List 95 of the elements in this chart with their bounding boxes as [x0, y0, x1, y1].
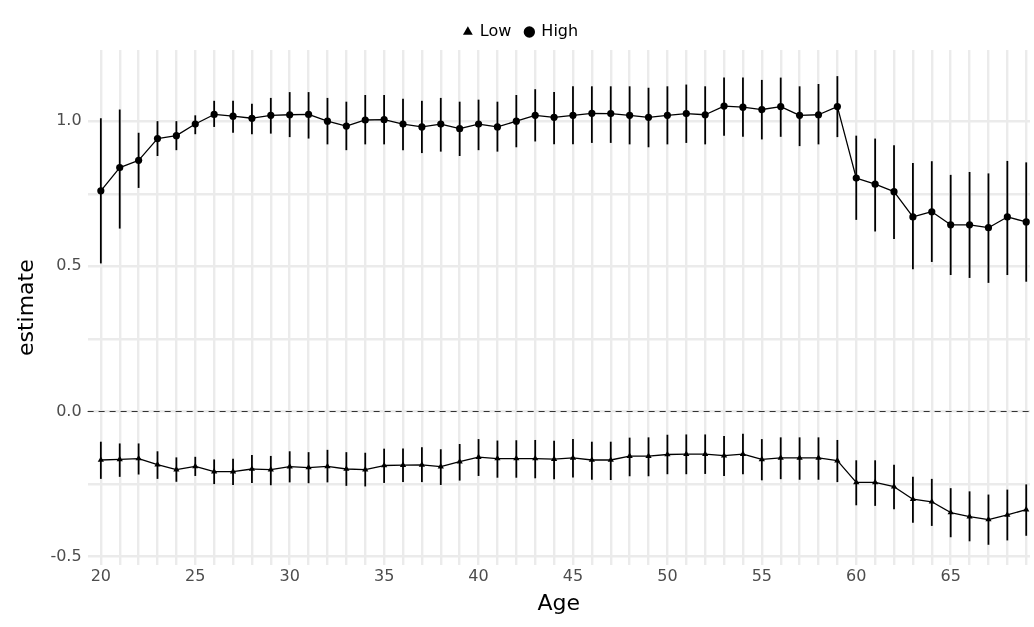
x-tick-label: 20: [90, 566, 112, 586]
x-tick-label: 40: [468, 566, 489, 586]
point: [909, 495, 917, 501]
point: [248, 114, 256, 122]
point: [418, 461, 426, 467]
point: [153, 134, 162, 143]
point: [663, 111, 671, 119]
point: [928, 208, 936, 216]
point: [682, 109, 690, 118]
point: [1022, 218, 1030, 226]
point: [304, 110, 313, 119]
point: [607, 109, 615, 118]
point: [645, 452, 652, 459]
point: [343, 465, 350, 471]
point: [475, 453, 482, 459]
point: [97, 456, 104, 462]
point: [569, 454, 577, 460]
x-tick-label: 25: [185, 566, 206, 586]
point: [758, 455, 765, 462]
point: [1003, 213, 1011, 221]
point: [984, 224, 993, 232]
point: [569, 111, 577, 119]
point: [172, 132, 180, 140]
point: [872, 478, 879, 485]
point: [324, 462, 331, 469]
point: [474, 120, 483, 128]
point: [512, 117, 520, 125]
point: [229, 112, 237, 120]
point: [852, 174, 860, 182]
point: [626, 111, 634, 119]
point: [965, 221, 974, 229]
point: [437, 120, 445, 128]
point: [531, 111, 539, 119]
point: [890, 188, 898, 196]
point: [135, 156, 143, 164]
point: [626, 452, 633, 459]
point: [796, 111, 804, 119]
y-tick-label: 0.5: [56, 255, 82, 275]
point: [418, 123, 426, 131]
legend-label: High: [541, 21, 579, 41]
point: [588, 109, 596, 117]
x-tick-label: 50: [657, 566, 678, 586]
point: [550, 113, 558, 121]
point: [248, 465, 256, 471]
x-tick-label: 60: [846, 566, 867, 586]
point: [833, 103, 841, 111]
point: [947, 221, 955, 229]
point: [683, 450, 690, 456]
x-tick-label: 45: [562, 566, 584, 586]
x-tick-label: 30: [279, 566, 300, 586]
point: [758, 105, 766, 114]
point: [267, 111, 275, 119]
point: [720, 102, 728, 110]
point: [97, 187, 105, 195]
point: [588, 456, 595, 462]
x-tick-label: 55: [751, 566, 773, 586]
y-tick-label: 1.0: [56, 110, 82, 130]
point: [777, 454, 784, 460]
x-axis-title: Age: [537, 589, 581, 615]
point: [607, 456, 614, 462]
point: [399, 120, 407, 128]
point: [853, 478, 860, 485]
point: [739, 450, 747, 456]
x-tick-label: 35: [373, 566, 395, 586]
y-tick-label: 0.0: [56, 400, 82, 420]
point: [342, 122, 350, 130]
point: [871, 180, 879, 188]
point: [928, 498, 935, 504]
x-tick-label: 65: [940, 566, 961, 586]
point: [909, 213, 917, 221]
y-tick-label: -0.5: [50, 545, 82, 565]
point: [493, 123, 502, 131]
point: [380, 116, 388, 124]
point: [550, 455, 558, 461]
point: [644, 113, 653, 121]
point: [361, 116, 369, 124]
point: [702, 450, 709, 456]
point: [796, 454, 803, 460]
point: [191, 120, 199, 128]
point: [399, 461, 407, 468]
point: [777, 103, 785, 111]
point: [890, 483, 898, 489]
point: [739, 103, 747, 111]
point: [456, 125, 464, 133]
point: [815, 454, 822, 460]
legend-label: Low: [479, 21, 512, 41]
point: [286, 111, 294, 119]
y-axis-title: estimate: [12, 259, 38, 357]
point: [814, 111, 823, 119]
point: [210, 110, 218, 119]
point: [1004, 511, 1011, 517]
point: [116, 164, 124, 172]
point: [701, 111, 709, 119]
point: [323, 117, 332, 125]
point: [456, 458, 463, 464]
